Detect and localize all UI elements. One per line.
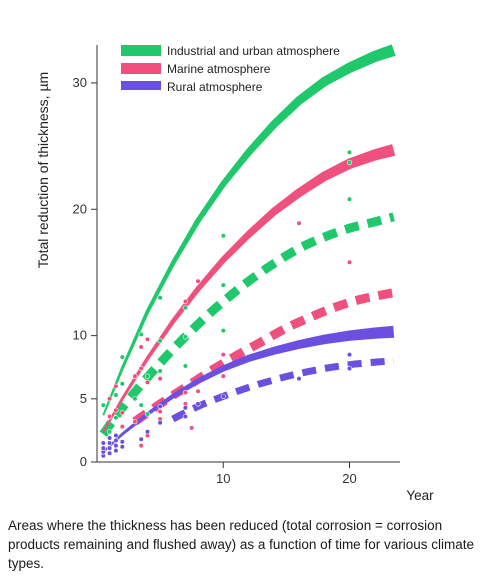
data-point-marine [138, 443, 144, 449]
data-point-industrial [346, 196, 353, 202]
data-point-marine [157, 408, 163, 415]
data-point-industrial [182, 305, 188, 311]
data-point-industrial [100, 402, 106, 408]
data-point-rural [100, 440, 106, 446]
data-point-marine [144, 336, 151, 343]
series-line-rural-solid [102, 325, 395, 453]
data-point-marine [144, 379, 151, 386]
data-point-rural [144, 429, 151, 435]
data-point-rural [106, 450, 113, 456]
data-point-rural [100, 445, 106, 451]
data-point-rural [119, 444, 125, 450]
data-point-rural [138, 436, 144, 442]
data-point-rural [113, 443, 119, 449]
chart-legend: Industrial and urban atmosphere Marine at… [121, 44, 340, 94]
data-point-marine [195, 388, 201, 394]
data-point-industrial [119, 354, 125, 360]
data-point-rural [182, 413, 188, 420]
data-point-industrial [182, 334, 188, 340]
data-point-marine [157, 376, 163, 382]
data-point-marine [189, 425, 195, 431]
legend-swatch-marine [121, 63, 161, 74]
data-point-industrial [157, 295, 163, 301]
data-point-rural [157, 420, 163, 426]
legend-label-marine: Marine atmosphere [167, 62, 271, 76]
data-point-rural [182, 405, 188, 411]
data-point-rural [346, 352, 353, 358]
data-point-marine [132, 373, 138, 379]
data-point-marine [195, 278, 201, 284]
x-axis-label: Year [406, 488, 434, 503]
data-point-rural [195, 401, 201, 407]
legend-label-industrial: Industrial and urban atmosphere [167, 44, 340, 58]
data-point-marine [113, 383, 119, 389]
data-point-rural [113, 437, 119, 444]
data-point-rural [113, 432, 119, 439]
data-point-industrial [119, 381, 125, 387]
y-tick-label: 20 [73, 201, 87, 216]
data-point-rural [106, 435, 113, 441]
data-point-marine [296, 220, 302, 226]
data-point-industrial [144, 411, 151, 417]
data-point-industrial [182, 363, 188, 369]
data-point-industrial [220, 233, 226, 239]
data-point-marine [346, 259, 353, 265]
data-point-industrial [157, 368, 163, 374]
series-line-industrial-dashed [99, 212, 395, 437]
data-point-marine [138, 365, 144, 372]
data-point-marine [220, 373, 226, 379]
data-point-marine [119, 424, 125, 430]
y-tick-label: 0 [80, 454, 87, 469]
data-point-industrial [157, 338, 163, 344]
data-point-rural [113, 448, 119, 454]
data-point-industrial [220, 328, 226, 334]
data-point-industrial [220, 282, 226, 288]
data-point-marine [220, 352, 226, 358]
data-point-rural [106, 440, 113, 446]
data-point-industrial [346, 149, 353, 155]
data-point-marine [106, 396, 113, 402]
chart: 0 5 10 20 30 10 20 Year Total reduction of thick… [35, 44, 434, 503]
data-point-marine [113, 407, 119, 413]
data-point-marine [106, 413, 113, 420]
data-point-rural [119, 439, 125, 445]
y-tick-label: 10 [73, 328, 87, 343]
data-point-industrial [113, 392, 119, 398]
chart-axes: 0 5 10 20 30 10 20 Year Total reduction of thick… [35, 45, 434, 503]
chart-points [100, 149, 353, 459]
legend-swatch-rural [121, 81, 161, 90]
figure-caption: Areas where the thickness has been reduc… [8, 518, 474, 571]
data-point-marine [182, 389, 188, 396]
y-tick-label: 5 [80, 391, 87, 406]
data-point-industrial [346, 159, 353, 166]
data-point-rural [106, 445, 113, 451]
series-line-rural-dashed [171, 357, 394, 423]
y-tick-label: 30 [73, 75, 87, 90]
data-point-rural [220, 393, 226, 399]
legend-label-rural: Rural atmosphere [167, 80, 263, 94]
y-axis-label: Total reduction of thickness, µm [35, 72, 51, 268]
x-tick-label: 20 [342, 471, 356, 486]
data-point-industrial [144, 373, 151, 379]
data-point-industrial [132, 396, 138, 402]
data-point-rural [296, 376, 302, 382]
data-point-industrial [138, 402, 144, 408]
data-point-industrial [106, 429, 113, 435]
data-point-marine [182, 298, 188, 305]
data-point-marine [138, 344, 144, 350]
chart-curves [99, 44, 396, 453]
data-point-rural [157, 403, 163, 410]
data-point-marine [132, 419, 138, 425]
data-point-marine [119, 410, 125, 416]
data-point-rural [346, 365, 353, 372]
data-point-industrial [138, 331, 144, 338]
legend-swatch-industrial [121, 45, 161, 56]
data-point-industrial [113, 415, 119, 421]
x-tick-label: 10 [216, 471, 230, 486]
